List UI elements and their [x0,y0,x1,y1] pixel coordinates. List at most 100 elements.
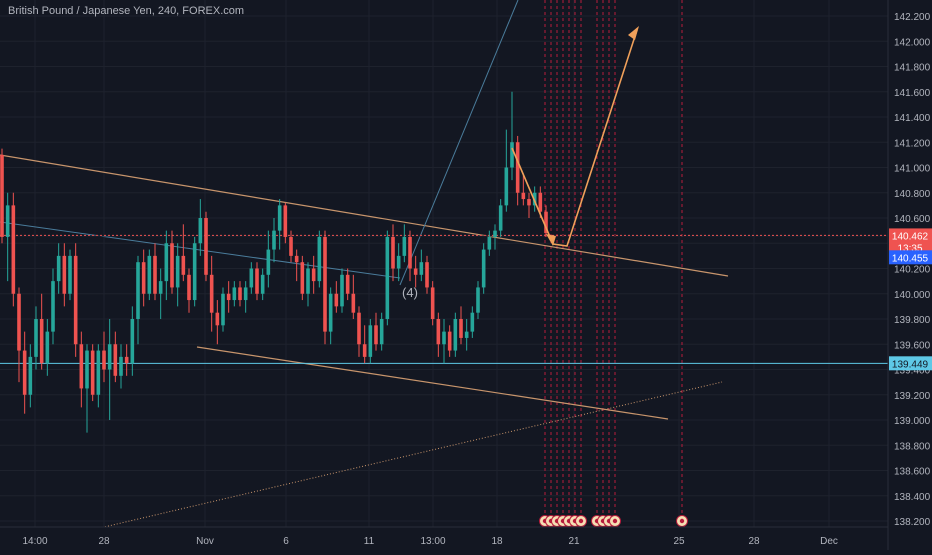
y-tick-label: 141.200 [894,138,931,149]
candle-body [249,268,254,288]
candle-body [0,154,4,237]
candle [481,243,486,294]
candle [430,281,435,326]
candle [374,312,378,351]
candle-body [481,249,486,288]
x-tick-label: 25 [673,536,685,547]
x-tick-label: 11 [364,536,375,547]
candle [289,230,293,263]
candle-body [396,255,401,269]
candle [158,268,163,319]
candle [124,344,129,376]
candle [204,211,208,282]
candle [459,306,463,345]
candle [300,255,305,301]
candle [175,243,180,307]
candle [221,287,225,332]
candle [119,344,123,389]
candle [493,224,497,250]
support-price-label: 139.449 [892,359,929,370]
candle [232,281,237,307]
y-tick-label: 138.600 [894,467,931,478]
candle [419,249,424,282]
candle [272,218,276,263]
y-tick-label: 140.000 [894,290,931,301]
candle [198,199,203,256]
candle-body [493,230,497,237]
candle-body [113,344,118,376]
candle-body [11,205,16,294]
candle-body [277,205,282,231]
candle-body [300,262,305,294]
candle [385,230,390,326]
candle [447,325,452,357]
level-price-label: 140.455 [892,253,929,264]
candle [266,230,271,288]
candle-body [391,236,395,269]
y-tick-label: 141.400 [894,113,931,124]
candle [510,91,514,181]
drawing-tools [0,0,888,536]
candle [102,331,106,383]
candle-body [351,293,356,313]
candle [79,331,84,408]
candle [17,287,21,383]
candle-body [459,319,463,338]
candle [164,230,169,301]
x-tick-label: 28 [98,536,110,547]
candle-body [453,319,458,351]
candle [323,230,327,345]
candle-body [5,205,10,237]
candle [170,230,174,294]
y-tick-label: 138.200 [894,517,931,528]
x-tick-label: Nov [196,536,214,547]
candle [85,344,89,433]
candle [130,306,135,376]
candle [56,243,61,294]
candle-body [22,350,27,395]
candle [243,281,248,313]
candle [436,312,441,357]
candle [476,281,480,319]
x-tick-label: 13:00 [420,536,445,547]
candle [294,249,299,282]
y-tick-label: 139.000 [894,416,931,427]
candle-body [255,268,259,294]
candle [249,262,254,294]
candle [357,306,361,357]
candle-body [464,331,469,338]
candle-body [425,262,429,288]
candle-body [527,199,531,206]
y-tick-label: 139.800 [894,315,931,326]
candle-body [34,319,38,357]
candle [260,268,265,301]
candle-body [130,319,135,364]
candle-body [379,319,384,345]
lower-trendline [196,346,669,420]
candle [402,224,407,263]
candle-body [538,192,543,212]
candle [107,319,112,420]
candle-body [215,312,220,326]
candle-body [158,281,163,294]
y-tick-label: 140.200 [894,265,931,276]
event-marker-dot [612,518,618,524]
candle-body [340,274,344,307]
candle-body [107,344,112,370]
candle-body [498,205,503,231]
candle-body [232,287,237,301]
price-axis-bg [888,0,932,550]
candle-body [90,350,95,395]
candle [192,236,197,307]
candle-body [515,142,520,193]
y-tick-label: 139.400 [894,366,931,377]
candle-body [68,255,72,294]
candle-body [73,255,78,345]
candle-body [272,230,276,250]
candle-body [221,293,225,326]
candle-body [266,249,271,275]
candle-body [147,255,152,294]
candle [334,281,339,313]
